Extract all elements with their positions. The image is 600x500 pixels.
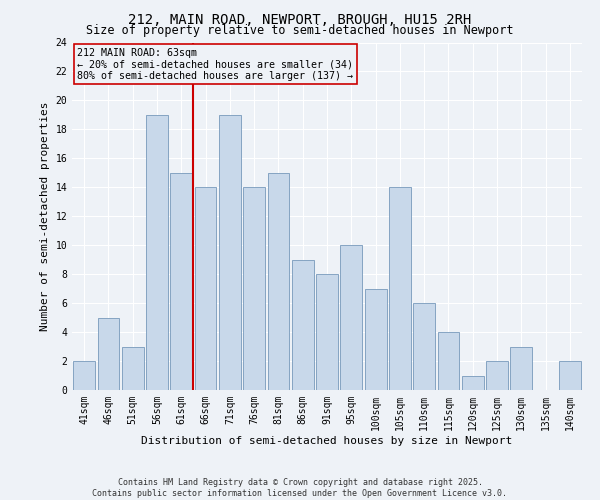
Bar <box>413 303 435 390</box>
Bar <box>146 115 168 390</box>
Bar <box>219 115 241 390</box>
Bar <box>97 318 119 390</box>
Bar <box>292 260 314 390</box>
Bar <box>316 274 338 390</box>
Bar <box>268 173 289 390</box>
Bar <box>437 332 460 390</box>
Text: Size of property relative to semi-detached houses in Newport: Size of property relative to semi-detach… <box>86 24 514 37</box>
Text: Contains HM Land Registry data © Crown copyright and database right 2025.
Contai: Contains HM Land Registry data © Crown c… <box>92 478 508 498</box>
Bar <box>122 346 143 390</box>
Y-axis label: Number of semi-detached properties: Number of semi-detached properties <box>40 102 50 331</box>
Bar <box>365 288 386 390</box>
Bar <box>170 173 192 390</box>
Bar <box>486 361 508 390</box>
Bar <box>243 188 265 390</box>
Bar <box>194 188 217 390</box>
X-axis label: Distribution of semi-detached houses by size in Newport: Distribution of semi-detached houses by … <box>142 436 512 446</box>
Bar <box>389 188 411 390</box>
Text: 212, MAIN ROAD, NEWPORT, BROUGH, HU15 2RH: 212, MAIN ROAD, NEWPORT, BROUGH, HU15 2R… <box>128 12 472 26</box>
Bar <box>73 361 95 390</box>
Bar <box>511 346 532 390</box>
Bar <box>340 245 362 390</box>
Bar <box>462 376 484 390</box>
Bar <box>559 361 581 390</box>
Text: 212 MAIN ROAD: 63sqm
← 20% of semi-detached houses are smaller (34)
80% of semi-: 212 MAIN ROAD: 63sqm ← 20% of semi-detac… <box>77 48 353 81</box>
